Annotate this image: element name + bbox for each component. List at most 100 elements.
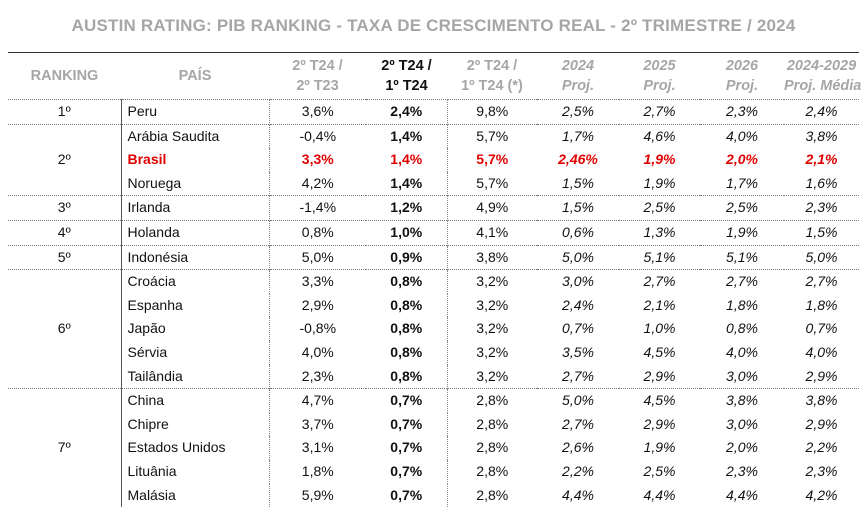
- value-cell: 0,8%: [366, 340, 448, 365]
- value-cell: -1,4%: [268, 195, 366, 221]
- value-cell: 2,9%: [805, 415, 838, 432]
- value-cell: 3,2%: [476, 367, 509, 384]
- value-cell: 2,7%: [784, 269, 859, 294]
- value-cell: 3,2%: [476, 343, 509, 360]
- table-row: Sérvia 4,0% 0,8% 3,2% 3,5% 4,5% 4,0% 4,0%: [8, 340, 859, 365]
- value-cell: 2,6%: [562, 439, 594, 456]
- value-cell: -0,8%: [268, 317, 366, 341]
- value-cell: 0,7%: [562, 320, 594, 337]
- value-cell: 2,3%: [726, 462, 758, 479]
- table-row: Estados Unidos 3,1% 0,7% 2,8% 2,6% 1,9% 2,0% 2,…: [8, 436, 859, 460]
- value-cell: 0,8%: [366, 317, 448, 341]
- table-row: Espanha 2,9% 0,8% 3,2% 2,4% 2,1% 1,8% 1,8%: [8, 293, 859, 318]
- table-row: Tailândia 2,3% 0,8% 3,2% 2,7% 2,9% 3,0% 2,9%: [8, 364, 859, 389]
- value-cell: 2,46%: [558, 151, 598, 168]
- value-cell: 0,8%: [726, 320, 758, 337]
- header-proj-2025: 2025 Proj.: [643, 58, 676, 94]
- header-qoq: 2º T24 /1º T24: [381, 58, 432, 94]
- value-cell: 1,7%: [537, 123, 619, 149]
- country-cell: Holanda: [120, 219, 269, 246]
- value-cell: 2,7%: [619, 99, 700, 125]
- value-cell: 4,2%: [805, 486, 838, 503]
- header-qoq-annualized: 2º T24 /1º T24 (*): [461, 58, 523, 94]
- value-cell: 5,0%: [537, 244, 619, 270]
- value-cell: 1,0%: [643, 320, 676, 337]
- value-cell: 5,0%: [537, 388, 619, 413]
- value-cell: 3,0%: [537, 269, 619, 294]
- value-cell: 5,1%: [700, 244, 784, 270]
- country-cell: Espanha: [120, 293, 269, 318]
- value-cell: 2,5%: [643, 462, 676, 479]
- value-cell: -0,4%: [268, 123, 366, 149]
- value-cell: 1,3%: [619, 219, 700, 246]
- value-cell: 0,7%: [366, 412, 448, 437]
- value-cell: 4,5%: [619, 388, 700, 413]
- value-cell: 2,8%: [447, 388, 537, 413]
- value-cell: 2,2%: [562, 462, 594, 479]
- value-cell: 4,0%: [726, 343, 758, 360]
- value-cell: 4,4%: [643, 486, 676, 503]
- value-cell: 2,7%: [619, 269, 700, 294]
- value-cell: 4,4%: [562, 486, 594, 503]
- header-yoy: 2º T24 /2º T23: [292, 58, 343, 94]
- value-cell: 2,3%: [805, 462, 838, 479]
- value-cell: 1,9%: [643, 174, 676, 191]
- value-cell: 4,5%: [643, 343, 676, 360]
- country-cell: Arábia Saudita: [120, 123, 269, 149]
- value-cell: 1,5%: [537, 195, 619, 221]
- rank-cell: 6º: [8, 269, 121, 389]
- value-cell: 2,8%: [476, 462, 509, 479]
- country-cell: Brasil: [120, 148, 269, 172]
- country-cell: Japão: [120, 317, 269, 341]
- page-title: AUSTIN RATING: PIB RANKING - TAXA DE CRE…: [71, 16, 796, 35]
- value-cell: 4,9%: [447, 195, 537, 221]
- rank-cell: 4º: [8, 219, 121, 246]
- value-cell: 3,8%: [784, 123, 859, 149]
- table-row: 4º Holanda 0,8% 1,0% 4,1% 0,6% 1,3% 1,9% 1,5%: [8, 219, 859, 246]
- value-cell: 2,2%: [805, 439, 838, 456]
- country-cell: Irlanda: [120, 195, 269, 221]
- table-row: Brasil 3,3% 1,4% 5,7% 2,46% 1,9% 2,0% 2,1%: [8, 148, 859, 172]
- value-cell: 2,0%: [726, 151, 758, 168]
- value-cell: 2,1%: [805, 151, 838, 168]
- country-cell: China: [120, 388, 269, 413]
- value-cell: 4,4%: [726, 486, 758, 503]
- value-cell: 2,3%: [784, 195, 859, 221]
- value-cell: 0,7%: [366, 459, 448, 484]
- header-proj-2026: 2026 Proj.: [725, 58, 759, 94]
- country-cell: Tailândia: [120, 364, 269, 389]
- value-cell: 5,0%: [784, 244, 859, 270]
- value-cell: 4,0%: [805, 343, 838, 360]
- value-cell: 2,8%: [476, 486, 509, 503]
- value-cell: 1,2%: [366, 195, 448, 221]
- table-row: Chipre 3,7% 0,7% 2,8% 2,7% 2,9% 3,0% 2,9%: [8, 412, 859, 437]
- value-cell: 1,8%: [726, 296, 758, 313]
- country-cell: Estados Unidos: [120, 436, 269, 460]
- value-cell: 5,7%: [476, 151, 509, 168]
- value-cell: 1,4%: [366, 171, 448, 196]
- value-cell: 1,5%: [784, 219, 859, 246]
- value-cell: 4,2%: [268, 171, 366, 196]
- rank-cell: 7º: [8, 388, 121, 508]
- table-row: 7º China 4,7% 0,7% 2,8% 5,0% 4,5% 3,8% 3,8%: [8, 388, 859, 508]
- value-cell: 1,0%: [366, 219, 448, 246]
- header-proj-2024: 2024 Proj.: [561, 58, 595, 94]
- country-cell: Noruega: [120, 171, 269, 196]
- value-cell: 2,4%: [562, 296, 594, 313]
- value-cell: 1,6%: [805, 174, 838, 191]
- value-cell: 2,5%: [537, 99, 619, 125]
- rank-cell: 2º: [8, 123, 121, 196]
- rank-cell: 1º: [8, 99, 121, 125]
- header-rule: [8, 52, 859, 53]
- value-cell: 2,8%: [476, 439, 509, 456]
- header-ranking: RANKING: [30, 68, 99, 84]
- table-row: 6º Croácia 3,3% 0,8% 3,2% 3,0% 2,7% 2,7% 2,7%: [8, 269, 859, 389]
- value-cell: 0,7%: [366, 483, 448, 508]
- value-cell: 3,1%: [268, 436, 366, 460]
- value-cell: 4,0%: [268, 340, 366, 365]
- value-cell: 5,0%: [268, 244, 366, 270]
- value-cell: 2,9%: [268, 293, 366, 318]
- value-cell: 4,7%: [268, 388, 366, 413]
- value-cell: 2,4%: [784, 99, 859, 125]
- value-cell: 0,6%: [537, 219, 619, 246]
